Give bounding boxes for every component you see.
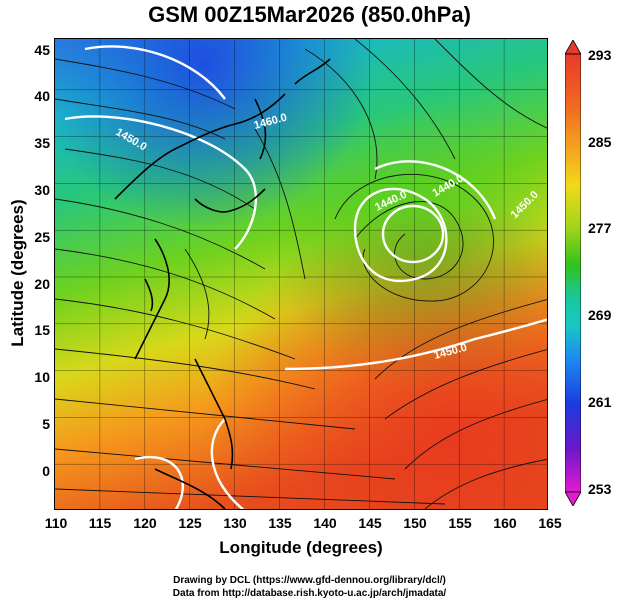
colorbar [565, 40, 581, 506]
y-tick-label: 5 [42, 416, 50, 432]
y-tick-label: 25 [34, 229, 50, 245]
colorbar-gradient [565, 53, 581, 493]
credit-line-data: Data from http://database.rish.kyoto-u.a… [172, 588, 447, 599]
x-tick-label: 160 [493, 515, 517, 531]
y-tick-label: 20 [34, 276, 50, 292]
wind-streamlines [55, 39, 547, 509]
x-tick-label: 165 [538, 515, 562, 531]
x-tick-label: 140 [313, 515, 337, 531]
x-tick-label: 135 [268, 515, 292, 531]
x-tick-label: 150 [403, 515, 427, 531]
temperature-field-map: 1440.0 1440.0 1450.0 1460.0 1450.0 1450.… [55, 39, 547, 509]
x-tick-label: 130 [223, 515, 247, 531]
y-tick-label: 45 [34, 42, 50, 58]
lat-lon-grid [55, 39, 547, 509]
x-tick-label: 120 [133, 515, 157, 531]
x-tick-label: 115 [88, 515, 112, 531]
map-plot-area: 1440.0 1440.0 1450.0 1460.0 1450.0 1450.… [54, 38, 548, 510]
x-tick-label: 125 [178, 515, 202, 531]
colorbar-max-arrow [565, 40, 581, 55]
colorbar-tick-label: 277 [588, 220, 612, 236]
y-tick-label: 0 [42, 463, 50, 479]
colorbar-tick-label: 269 [588, 307, 612, 323]
y-tick-label: 10 [34, 369, 50, 385]
x-axis-label: Longitude (degrees) [219, 538, 383, 557]
colorbar-min-arrow [565, 491, 581, 506]
geopotential-contours [64, 45, 547, 509]
colorbar-tick-label: 293 [588, 47, 612, 63]
temperature-warm-region [55, 39, 547, 509]
x-tick-label: 145 [358, 515, 382, 531]
y-axis-label: Latitude (degrees) [8, 199, 27, 347]
credit-line-drawing: Drawing by DCL (https://www.gfd-dennou.o… [173, 575, 446, 586]
map-title: GSM 00Z15Mar2026 (850.0hPa) [148, 2, 471, 27]
y-tick-label: 15 [34, 322, 50, 338]
y-tick-label: 30 [34, 182, 50, 198]
colorbar-tick-label: 261 [588, 394, 612, 410]
x-tick-label: 155 [448, 515, 472, 531]
colorbar-tick-label: 253 [588, 481, 612, 497]
x-tick-label: 110 [44, 515, 68, 531]
colorbar-tick-label: 285 [588, 134, 612, 150]
y-tick-label: 35 [34, 135, 50, 151]
y-tick-label: 40 [34, 88, 50, 104]
coastlines [114, 58, 331, 509]
